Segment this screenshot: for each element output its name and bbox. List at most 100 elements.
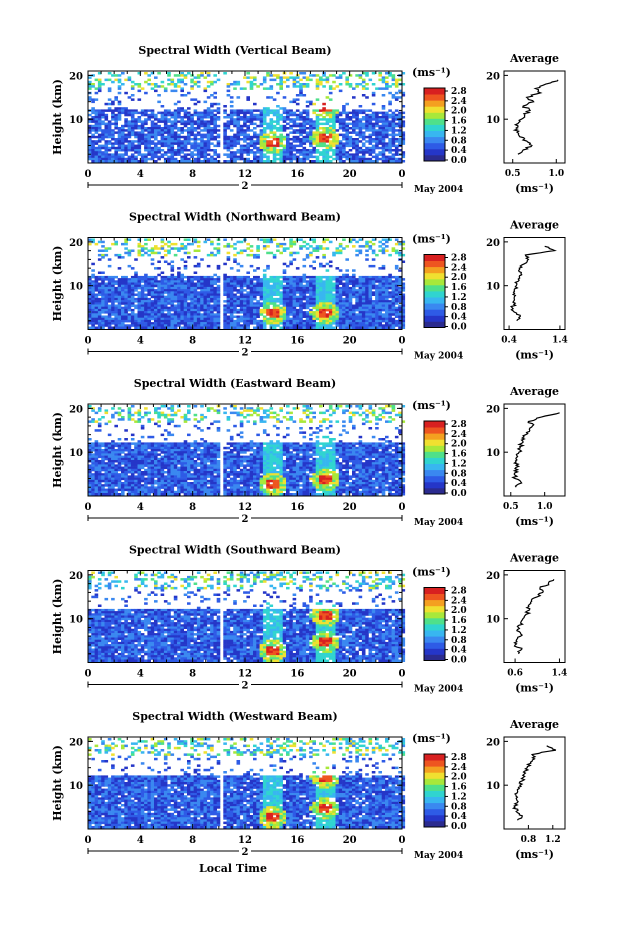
heatmap-cells [88, 405, 406, 496]
heatmap-cell [173, 253, 178, 257]
heatmap-cell [117, 284, 122, 288]
heatmap-cell [104, 247, 109, 250]
heatmap-cell [187, 317, 191, 321]
heatmap-cell [315, 116, 320, 119]
heatmap-cell [213, 118, 217, 121]
heatmap-cell [253, 315, 257, 318]
heatmap-cell [286, 140, 290, 143]
heatmap-cell [170, 242, 175, 246]
heatmap-cell [190, 291, 194, 294]
heatmap-cell [177, 319, 181, 323]
heatmap-cell [127, 155, 132, 159]
heatmap-cell [391, 293, 396, 296]
heatmap-cell [233, 144, 237, 148]
heatmap-cell [170, 155, 175, 159]
heatmap-cell [361, 144, 366, 148]
heatmap-cell [94, 118, 99, 121]
heatmap-cell [97, 116, 102, 119]
heatmap-cell [246, 302, 250, 305]
heatmap-cell [266, 304, 270, 307]
heatmap-cell [94, 124, 99, 128]
heatmap-cell [206, 127, 211, 130]
heatmap-cell [289, 153, 293, 156]
heatmap-cell [286, 155, 290, 159]
heatmap-cell [276, 306, 280, 310]
heatmap-cell [163, 286, 168, 290]
heatmap-cell [196, 113, 201, 117]
heatmap-cell [312, 319, 316, 323]
heatmap-cell [328, 295, 333, 299]
heatmap-cell [203, 113, 208, 117]
heatmap-cell [213, 315, 217, 318]
heatmap-cell [253, 76, 257, 79]
heatmap-cell [190, 131, 194, 134]
heatmap-cell [253, 297, 257, 301]
heatmap-cell [332, 144, 336, 148]
heatmap-cell [276, 284, 280, 288]
heatmap-cell [91, 135, 95, 139]
heatmap-cell [345, 127, 349, 130]
heatmap-cell [101, 157, 105, 161]
heatmap-cell [193, 319, 198, 323]
heatmap-cell [352, 284, 356, 288]
heatmap-cell [190, 80, 194, 84]
heatmap-cell [375, 275, 379, 279]
heatmap-cell [101, 295, 105, 299]
heatmap-cell [200, 295, 204, 299]
heatmap-cell [94, 116, 99, 119]
heatmap-cell [352, 153, 356, 156]
heatmap-cell [375, 313, 379, 316]
heatmap-cell [371, 311, 376, 314]
heatmap-cell [342, 160, 346, 163]
heatmap-cell [345, 102, 349, 106]
heatmap-cell [229, 311, 234, 314]
heatmap-cell [107, 311, 112, 314]
heatmap-cell [361, 124, 366, 128]
heatmap-cell [348, 304, 353, 307]
heatmap-cell [269, 319, 274, 323]
heatmap-cell [183, 267, 188, 270]
heatmap-cell [355, 138, 359, 141]
heatmap-cell [319, 295, 323, 299]
heatmap-cell [213, 160, 217, 163]
heatmap-cell [276, 319, 280, 323]
heatmap-cell [398, 78, 402, 82]
heatmap-cell [239, 289, 244, 292]
heatmap-cell [160, 127, 165, 130]
heatmap-cell [249, 306, 254, 310]
heatmap-cell [114, 74, 118, 77]
heatmap-cell [332, 317, 336, 321]
heatmap-cell [305, 105, 310, 108]
colorbar-swatch [424, 266, 445, 274]
heatmap-cell [302, 304, 307, 307]
heatmap-cell [355, 324, 359, 327]
heatmap-cell [121, 295, 125, 299]
heatmap-cell [107, 107, 112, 110]
heatmap-cell [183, 280, 188, 283]
heatmap-cell [114, 311, 118, 314]
heatmap-cell [114, 155, 118, 159]
heatmap-cell [276, 116, 280, 119]
heatmap-cell [345, 286, 349, 290]
heatmap-cell [180, 300, 184, 303]
heatmap-cell [338, 275, 343, 279]
colorbar-swatch [424, 94, 445, 101]
heatmap-cell [312, 247, 316, 250]
heatmap-cell [236, 131, 241, 134]
heatmap-cell [358, 313, 363, 316]
heatmap-cell [338, 300, 343, 303]
heatmap-cell [157, 322, 161, 325]
heatmap-cell [253, 113, 257, 117]
heatmap-cell [144, 278, 148, 281]
heatmap-cell [203, 282, 208, 285]
heatmap-cell [183, 76, 188, 79]
heatmap-cell [286, 286, 290, 290]
heatmap-cell [107, 247, 112, 250]
heatmap-cell [388, 238, 392, 241]
heatmap-cell [121, 315, 125, 318]
heatmap-cell [348, 278, 353, 281]
heatmap-cell [246, 133, 250, 137]
heatmap-cell [375, 304, 379, 307]
heatmap-cell [114, 118, 118, 121]
heatmap-cell [286, 278, 290, 281]
